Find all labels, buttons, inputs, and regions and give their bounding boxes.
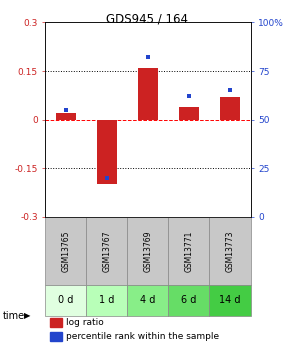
Bar (56, 113, 76, 120)
Text: 4 d: 4 d (140, 296, 156, 305)
Bar (209, 285, 251, 316)
Text: GSM13767: GSM13767 (103, 230, 111, 272)
Bar (209, 217, 251, 285)
Text: 0 d: 0 d (58, 296, 74, 305)
Bar (127, 285, 168, 316)
Bar (86, 217, 127, 285)
Bar (50, 332, 62, 341)
Text: GSM13773: GSM13773 (226, 230, 234, 272)
Text: GSM13769: GSM13769 (144, 230, 152, 272)
Point (105, 175, 109, 181)
Point (187, 93, 191, 99)
Bar (45, 217, 86, 285)
Bar (179, 107, 199, 120)
Bar (86, 285, 127, 316)
Text: log ratio: log ratio (66, 318, 104, 327)
Text: 14 d: 14 d (219, 296, 241, 305)
Bar (168, 285, 209, 316)
Text: ▶: ▶ (24, 311, 30, 320)
Text: time: time (3, 311, 25, 321)
Text: GSM13771: GSM13771 (185, 230, 193, 272)
Text: 1 d: 1 d (99, 296, 115, 305)
Point (228, 88, 232, 93)
Text: GDS945 / 164: GDS945 / 164 (105, 12, 188, 25)
Text: percentile rank within the sample: percentile rank within the sample (66, 332, 219, 341)
Text: GSM13765: GSM13765 (62, 230, 70, 272)
Bar (45, 285, 86, 316)
Bar (168, 217, 209, 285)
Bar (138, 68, 158, 120)
Point (64, 107, 68, 113)
Bar (220, 97, 240, 120)
Bar (127, 217, 168, 285)
Bar (97, 120, 117, 185)
Text: 6 d: 6 d (181, 296, 197, 305)
Bar (50, 318, 62, 327)
Point (146, 55, 150, 60)
